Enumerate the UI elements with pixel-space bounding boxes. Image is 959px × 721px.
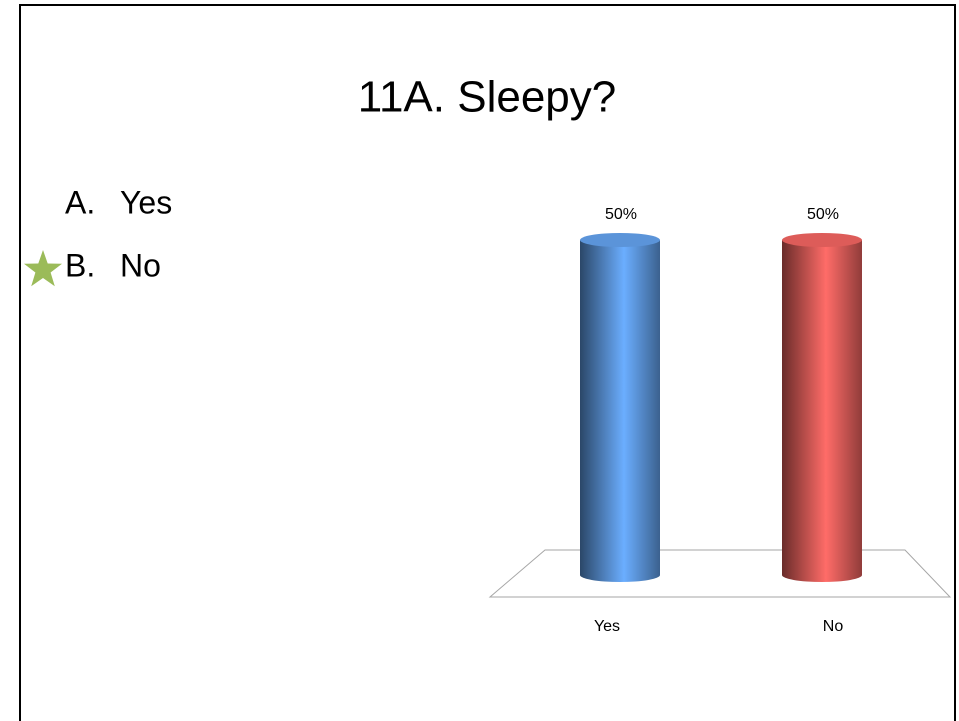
option-text: Yes [120,184,172,220]
option-text: No [120,247,161,283]
bar-cap [782,233,862,247]
bar [580,233,660,582]
x-tick-label: No [823,618,844,635]
bar [782,233,862,582]
bar-cap [580,233,660,247]
bar-body [782,240,862,582]
bar-body [580,240,660,582]
chart-floor [488,549,952,598]
option-letter: A. [65,184,95,220]
option-letter: B. [65,247,95,283]
data-label: 50% [807,206,839,223]
correct-star [24,250,62,287]
data-label: 50% [605,206,637,223]
slide-title: 11A. Sleepy? [358,73,616,122]
x-tick-label: Yes [594,618,620,635]
slide-border [19,4,956,721]
